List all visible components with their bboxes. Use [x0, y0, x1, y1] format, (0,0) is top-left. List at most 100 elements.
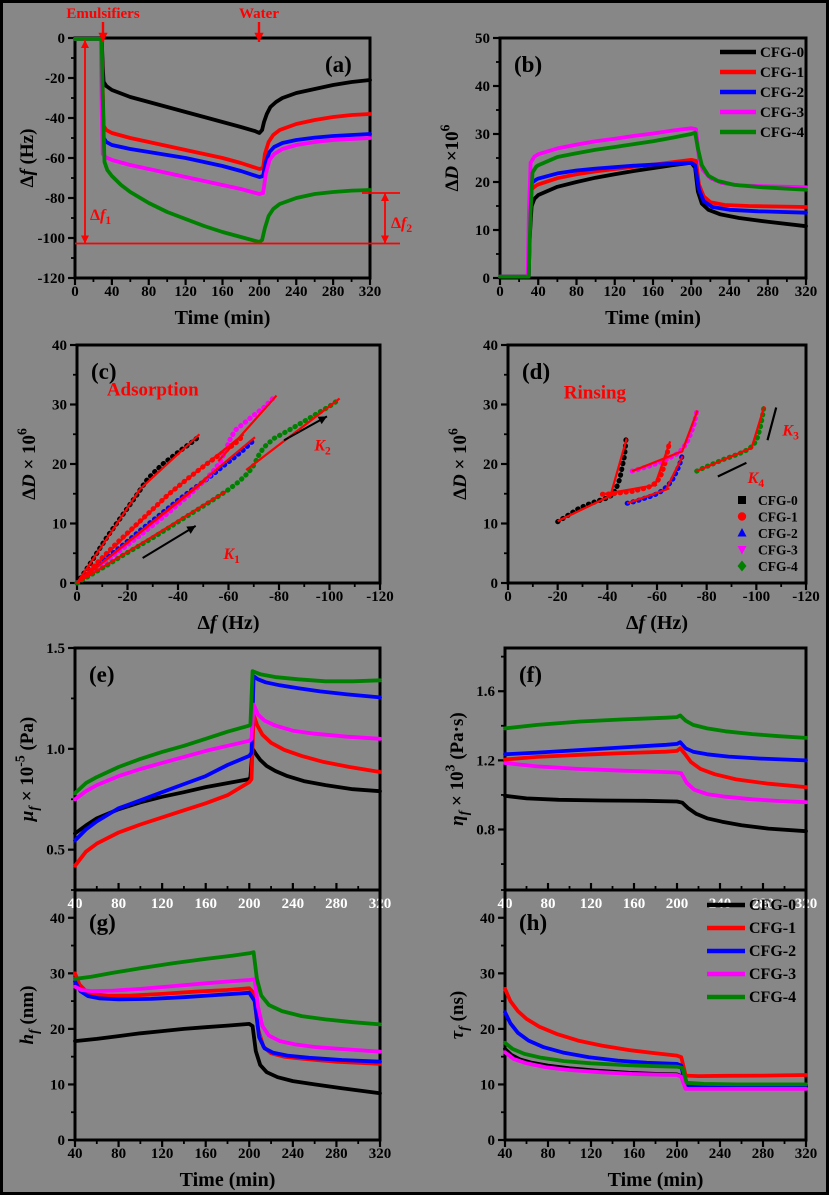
- panel-g-series-CFG-4: [73, 950, 382, 1027]
- k2-label: K2: [313, 437, 331, 457]
- panel-b-x-axis-title: Time (min): [605, 307, 701, 329]
- panel-tag-d: (d): [522, 359, 550, 384]
- panel-b-x-tick-label: 0: [496, 284, 504, 300]
- panel-f-y-tick-label: 1.6: [476, 684, 495, 700]
- panel-b-x-tick-label: 120: [604, 284, 627, 300]
- panel-h-series-CFG-4: [503, 1040, 808, 1087]
- panel-tag-b: (b): [514, 52, 542, 77]
- panel-c-fit-line: [76, 490, 227, 584]
- panel-c-x-tick-label: -80: [269, 589, 289, 605]
- panel-a: 0 40 80 120 160 200 240 280 320 0 -20 -40 -60 -80 -100…: [17, 6, 412, 329]
- panel-a-x-tick-label: 240: [285, 284, 308, 300]
- panel-h-y-axis-title: τf (ns): [447, 991, 471, 1039]
- panel-c-y-tick-label: 0: [60, 576, 68, 592]
- delta-f2-span-arrow-head: [381, 193, 389, 201]
- panel-d-legend-label-CFG-3: CFG-3: [758, 543, 798, 558]
- panel-g-series-CFG-2: [73, 979, 382, 1064]
- panel-a-series-CFG-4: [73, 37, 372, 244]
- k3-label: K3: [781, 422, 799, 442]
- panel-g-y-tick-label: 30: [50, 966, 65, 982]
- panel-g-x-tick-label: 40: [68, 1146, 83, 1162]
- annotation-rinsing: Rinsing: [564, 383, 627, 404]
- panel-g-y-tick-label: 10: [50, 1077, 65, 1093]
- panel-b-legend-label-CFG-2: CFG-2: [760, 85, 804, 101]
- panel-h-x-tick-label: 320: [795, 1146, 818, 1162]
- k1-arrow: [142, 525, 197, 559]
- panel-c-fit-line: [217, 394, 278, 462]
- panel-a-x-tick-label: 280: [322, 284, 345, 300]
- panel-h-series-CFG-3: [503, 1050, 808, 1091]
- legend-marker-triangle-down: [737, 546, 747, 555]
- panel-d-x-tick-label: 0: [504, 589, 512, 605]
- panel-a-x-tick-label: 40: [104, 284, 119, 300]
- k3-line: [766, 407, 778, 441]
- panel-tag-g: (g): [89, 910, 116, 935]
- panel-e-y-tick-label: 0.5: [46, 843, 65, 859]
- panel-h-x-tick-label: 40: [498, 1146, 513, 1162]
- panel-h-y-tick-label: 30: [480, 966, 495, 982]
- panel-tag-e: (e): [89, 662, 115, 687]
- delta-f2-label: Δf2: [391, 215, 412, 235]
- panel-tag-a: (a): [325, 52, 352, 77]
- panel-d-y-tick-label: 30: [483, 398, 498, 414]
- panel-g-x-tick-label: 160: [194, 1146, 217, 1162]
- panel-h: 40 80 120 160 200 240 280 320 0 10 20 30 40 Time (min…: [447, 888, 818, 1191]
- delta-f2-span-arrow-head: [381, 235, 389, 244]
- panel-f-y-tick-label: 1.2: [476, 753, 495, 769]
- panel-h-x-tick-label: 280: [752, 1146, 775, 1162]
- panel-tag-h: (h): [519, 910, 547, 935]
- panel-h-x-tick-label: 80: [541, 1146, 556, 1162]
- panel-b-series-CFG-4: [498, 130, 808, 279]
- panel-c-y-tick-label: 10: [52, 517, 67, 533]
- panel-a-y-tick-label: -80: [45, 191, 65, 207]
- k1-arrow-head: [186, 525, 196, 534]
- panel-a-series-CFG-2: [73, 37, 372, 179]
- panel-a-y-tick-label: -120: [38, 271, 66, 287]
- panel-b-x-tick-label: 240: [718, 284, 741, 300]
- legend-marker-square: [738, 496, 746, 504]
- panel-c-fit-line: [169, 433, 245, 494]
- panel-e-x-tick-label: 160: [194, 896, 217, 912]
- panel-c-y-axis-title: ΔD × 106: [14, 428, 40, 500]
- panel-h-y-tick-label: 0: [488, 1133, 496, 1149]
- panel-c-y-tick-label: 20: [52, 457, 67, 473]
- panel-h-legend-label-CFG-4: CFG-4: [749, 989, 796, 1006]
- panel-c-x-axis-title: Δf (Hz): [198, 612, 260, 634]
- panel-h-legend-label-CFG-1: CFG-1: [749, 920, 796, 937]
- panel-f-x-tick-label: 280: [752, 896, 775, 912]
- panel-g-x-axis-title: Time (min): [180, 1169, 276, 1191]
- panel-e-y-tick-label: 1.0: [46, 742, 65, 758]
- panel-e-x-tick-label: 240: [282, 896, 305, 912]
- panel-tag-c: (c): [91, 359, 117, 384]
- panel-b: 0 40 80 120 160 200 240 280 320 0 10 20 30 40 50 Time (…: [437, 31, 817, 329]
- panel-b-legend-label-CFG-3: CFG-3: [760, 105, 804, 121]
- panel-b-y-tick-label: 50: [475, 31, 490, 47]
- panel-h-x-axis-title: Time (min): [608, 1169, 704, 1191]
- panel-d-y-tick-label: 10: [483, 517, 498, 533]
- panel-d-x-tick-label: -20: [548, 589, 568, 605]
- panel-e-x-tick-label: 120: [151, 896, 174, 912]
- panel-g-series-CFG-0: [73, 1022, 382, 1096]
- panel-h-x-tick-label: 240: [709, 1146, 732, 1162]
- panel-h-y-tick-label: 20: [480, 1022, 495, 1038]
- panel-b-y-tick-label: 10: [475, 223, 490, 239]
- panel-c-fit-line: [76, 491, 172, 584]
- emulsifiers-arrow-head: [98, 32, 108, 42]
- panel-tag-f: (f): [519, 662, 542, 687]
- panel-a-x-tick-label: 320: [359, 284, 382, 300]
- panel-d-legend-label-CFG-1: CFG-1: [758, 510, 798, 525]
- panel-h-legend-label-CFG-0: CFG-0: [749, 897, 796, 914]
- panel-d-x-axis-title: Δf (Hz): [626, 612, 688, 634]
- panel-g-y-tick-label: 20: [50, 1022, 65, 1038]
- panel-c-y-tick-label: 40: [52, 338, 67, 354]
- panel-g-x-tick-label: 200: [238, 1146, 261, 1162]
- panel-e-x-tick-label: 280: [325, 896, 348, 912]
- panel-d-y-axis-title: ΔD × 106: [445, 428, 471, 500]
- panel-b-x-tick-label: 320: [795, 284, 818, 300]
- panel-b-series-CFG-0: [498, 160, 808, 279]
- panel-a-y-tick-label: -20: [45, 71, 65, 87]
- panel-b-y-tick-label: 30: [475, 127, 490, 143]
- panel-f-y-axis-title: ηf × 103 (Pa·s): [442, 712, 470, 825]
